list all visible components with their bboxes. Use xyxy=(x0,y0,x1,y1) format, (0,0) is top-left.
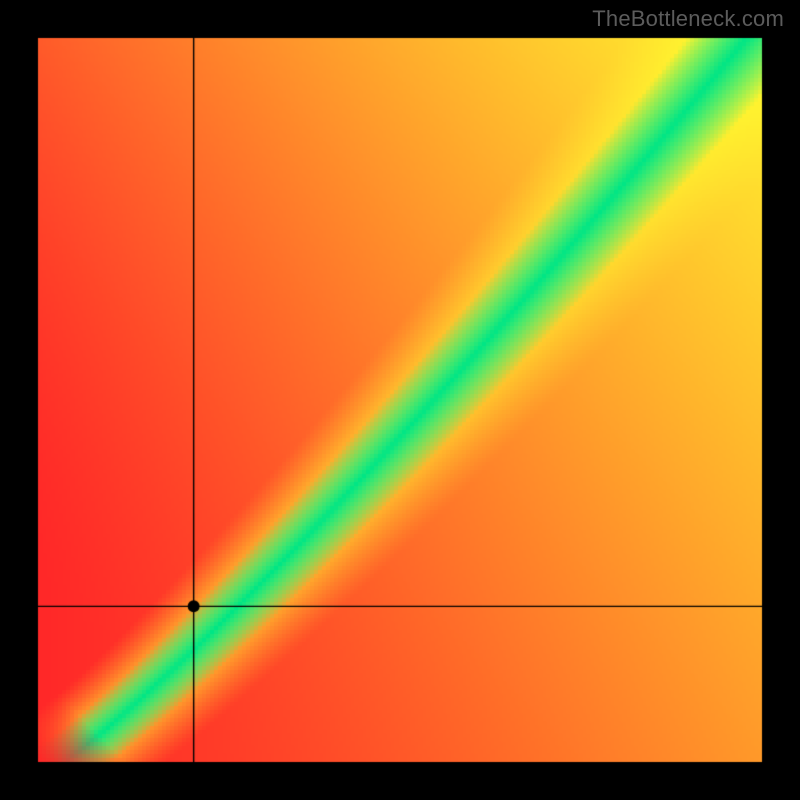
chart-container: TheBottleneck.com xyxy=(0,0,800,800)
heatmap-canvas xyxy=(0,0,800,800)
watermark-text: TheBottleneck.com xyxy=(592,6,784,32)
